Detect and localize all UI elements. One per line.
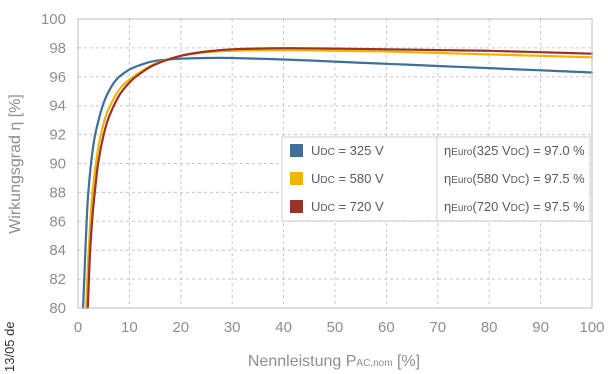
x-tick-label: 30 [224,319,241,336]
y-tick-label: 100 [41,11,66,28]
side-document-code: 13/05 de [2,321,17,372]
x-tick-label: 80 [481,319,498,336]
euro-efficiency-label-1: ηEuro(325 VDC) = 97.0 % [444,143,585,158]
x-tick-labels: 0 10 20 30 40 50 60 70 80 90 100 [74,319,605,336]
y-tick-label: 92 [49,127,66,144]
plot-frame [77,18,593,309]
legend-label-2: UDC = 580 V [311,171,384,186]
legend: UDC = 325 V ηEuro(325 VDC) = 97.0 % UDC = … [281,136,591,222]
series-line-3 [86,47,594,310]
legend-swatch-3 [290,200,303,213]
x-axis-title-sub: AC,nom [356,358,392,369]
x-tick-label: 100 [579,319,604,336]
x-axis-title: Nennleistung PAC,nom [%] [248,353,420,370]
euro-efficiency-box [436,136,591,222]
y-tick-label: 94 [49,98,66,115]
y-tick-label: 96 [49,69,66,86]
legend-label-3: UDC = 720 V [311,199,384,214]
x-tick-label: 90 [532,319,549,336]
x-tick-label: 70 [429,319,446,336]
x-axis-title-main: Nennleistung P [248,353,357,370]
legend-items: UDC = 325 V ηEuro(325 VDC) = 97.0 % UDC = … [290,143,585,214]
legend-swatch-2 [290,172,303,185]
y-tick-label: 84 [49,242,66,259]
y-tick-label: 80 [49,300,66,317]
y-tick-label: 90 [49,156,66,173]
y-tick-label: 82 [49,271,66,288]
euro-efficiency-label-2: ηEuro(580 VDC) = 97.5 % [444,171,585,186]
x-tick-label: 60 [378,319,395,336]
x-tick-label: 0 [74,319,82,336]
y-tick-labels: 80 82 84 86 88 90 92 94 96 98 100 [41,11,66,317]
x-axis-title-unit: [%] [393,353,421,370]
y-tick-label: 88 [49,184,66,201]
y-axis-title: Wirkungsgrad η [%] [7,94,24,234]
y-tick-label: 98 [49,40,66,57]
legend-swatch-1 [290,144,303,157]
series-lines [82,47,594,310]
legend-box [281,136,438,222]
x-tick-label: 40 [275,319,292,336]
euro-efficiency-label-3: ηEuro(720 VDC) = 97.5 % [444,199,585,214]
y-tick-label: 86 [49,213,66,230]
x-tick-label: 50 [327,319,344,336]
x-tick-label: 20 [172,319,189,336]
x-tick-label: 10 [121,319,138,336]
series-line-1 [82,56,594,310]
legend-label-1: UDC = 325 V [311,143,384,158]
